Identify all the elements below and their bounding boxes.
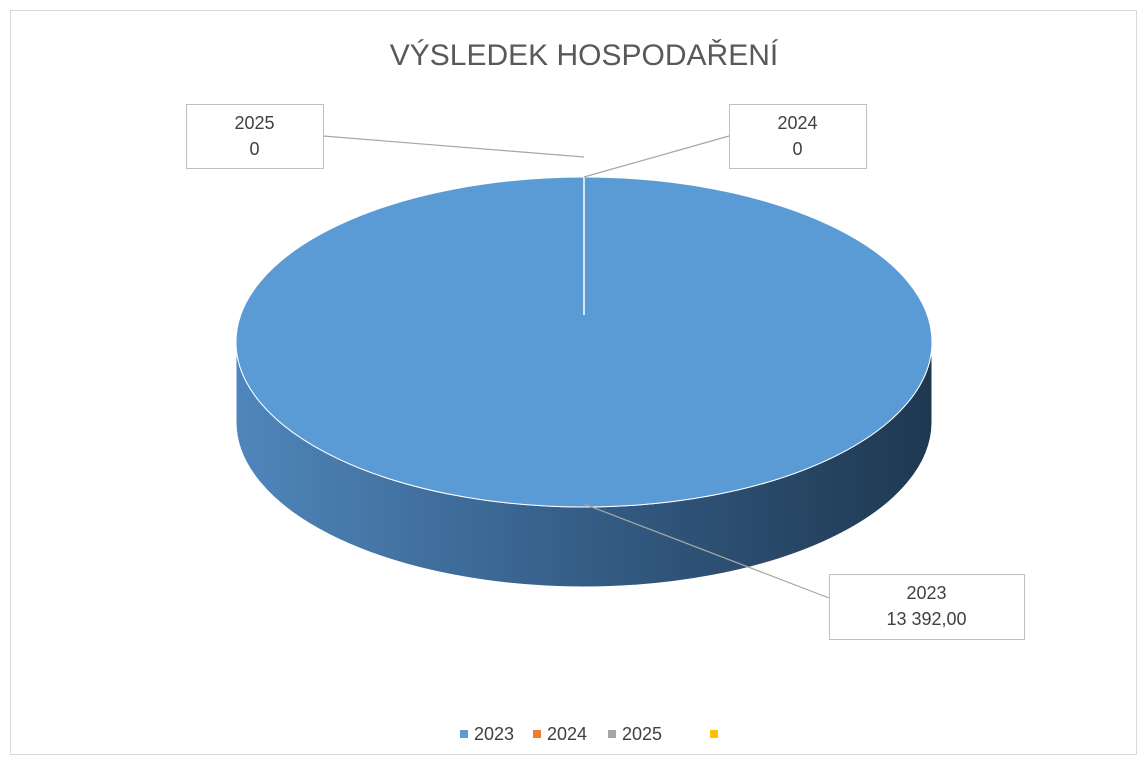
legend-label: 2025 xyxy=(622,724,662,744)
data-label-value: 0 xyxy=(792,139,802,159)
legend-label: 2024 xyxy=(547,724,587,744)
data-label-category: 2023 xyxy=(906,583,946,603)
data-label-category: 2024 xyxy=(777,113,817,133)
leader-line xyxy=(583,503,830,599)
legend-swatch xyxy=(608,730,616,738)
data-label-value: 0 xyxy=(249,139,259,159)
data-label-box xyxy=(186,104,324,169)
data-label-category: 2025 xyxy=(234,113,274,133)
chart-title: VÝSLEDEK HOSPODAŘENÍ xyxy=(390,39,779,72)
data-label-box xyxy=(729,104,867,169)
legend-swatch xyxy=(710,730,718,738)
leader-line xyxy=(322,135,585,158)
data-label-value: 13 392,00 xyxy=(886,609,966,629)
legend-label: 2023 xyxy=(474,724,514,744)
leader-line xyxy=(583,135,730,178)
legend-swatch xyxy=(533,730,541,738)
legend-swatch xyxy=(460,730,468,738)
data-label-box xyxy=(829,574,1025,640)
